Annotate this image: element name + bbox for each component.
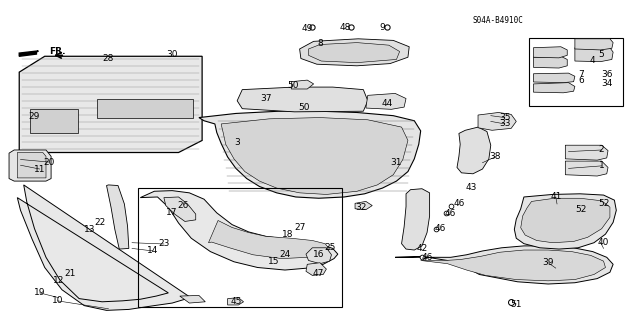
Text: 41: 41 [550,192,561,202]
Polygon shape [140,191,338,270]
Text: 30: 30 [166,50,178,59]
Polygon shape [515,194,616,249]
Text: 46: 46 [434,224,445,233]
Text: 20: 20 [44,158,55,167]
Polygon shape [395,246,613,284]
Text: 39: 39 [542,258,554,267]
Text: 6: 6 [579,76,584,85]
Polygon shape [521,198,610,243]
Polygon shape [199,111,420,198]
Text: 3: 3 [234,138,240,147]
Polygon shape [19,56,202,152]
Polygon shape [97,99,193,118]
Text: 11: 11 [34,165,45,174]
Text: 32: 32 [356,203,367,211]
Text: 8: 8 [317,39,323,48]
Polygon shape [575,39,613,50]
Text: 52: 52 [598,199,609,208]
Text: 21: 21 [65,269,76,278]
Bar [529,38,623,107]
Polygon shape [565,145,608,160]
Text: 38: 38 [490,152,501,161]
Text: 43: 43 [466,183,477,192]
Polygon shape [30,109,78,132]
Text: 4: 4 [590,56,596,65]
Text: 33: 33 [499,119,511,129]
Text: 7: 7 [579,70,584,79]
Polygon shape [291,80,314,89]
Polygon shape [180,295,205,303]
Text: 19: 19 [34,288,45,297]
Text: 50: 50 [298,103,310,112]
Text: 51: 51 [511,300,522,308]
Text: 14: 14 [147,247,159,256]
Polygon shape [300,39,409,66]
Polygon shape [106,185,129,249]
Polygon shape [575,48,613,62]
Text: 17: 17 [166,208,178,217]
Polygon shape [478,113,516,130]
Text: 47: 47 [313,269,324,278]
Text: 28: 28 [103,54,114,63]
Text: 10: 10 [52,296,63,305]
Text: 15: 15 [268,257,280,266]
Polygon shape [17,185,189,310]
Text: 46: 46 [445,209,456,218]
Polygon shape [228,298,244,305]
Text: FR.: FR. [49,47,66,56]
Text: 22: 22 [95,218,106,227]
Text: 12: 12 [53,276,65,285]
Polygon shape [164,197,196,221]
Text: 23: 23 [158,240,170,249]
Polygon shape [534,56,567,68]
Text: 46: 46 [453,199,465,208]
Bar [138,188,342,307]
Polygon shape [308,43,399,63]
Polygon shape [401,189,429,250]
Polygon shape [366,93,406,109]
Polygon shape [565,161,608,176]
Polygon shape [534,83,575,93]
Text: 18: 18 [282,230,294,239]
Text: 9: 9 [380,23,385,32]
Text: 26: 26 [177,201,189,210]
Polygon shape [457,127,491,174]
Text: 24: 24 [279,250,291,259]
Text: 25: 25 [324,243,335,252]
Text: 48: 48 [340,23,351,32]
Text: 52: 52 [575,205,587,214]
Text: 1: 1 [599,161,605,170]
Text: 27: 27 [294,223,305,232]
Text: 34: 34 [601,79,612,88]
Text: 40: 40 [598,238,609,247]
Polygon shape [221,118,408,195]
Text: 35: 35 [499,113,511,122]
Text: 50: 50 [287,81,299,90]
Text: 29: 29 [29,112,40,121]
Polygon shape [9,150,51,181]
Text: 42: 42 [417,244,428,253]
Text: 46: 46 [421,253,433,262]
Polygon shape [306,263,326,275]
Polygon shape [17,152,46,178]
Polygon shape [534,47,567,58]
Polygon shape [534,73,575,83]
Text: 36: 36 [601,70,612,79]
Text: 5: 5 [599,49,605,59]
Text: S04A-B4910C: S04A-B4910C [473,16,524,25]
Polygon shape [209,220,330,259]
Text: 45: 45 [230,297,241,306]
Text: 31: 31 [390,158,402,167]
Text: 44: 44 [381,100,392,108]
Polygon shape [355,201,372,210]
Polygon shape [306,248,332,264]
Text: 13: 13 [84,225,95,234]
Text: 16: 16 [313,250,324,259]
Polygon shape [19,51,38,56]
Polygon shape [420,250,605,281]
Polygon shape [237,87,368,112]
Text: 37: 37 [260,94,271,103]
Text: 49: 49 [301,24,313,33]
Text: 2: 2 [599,145,604,154]
